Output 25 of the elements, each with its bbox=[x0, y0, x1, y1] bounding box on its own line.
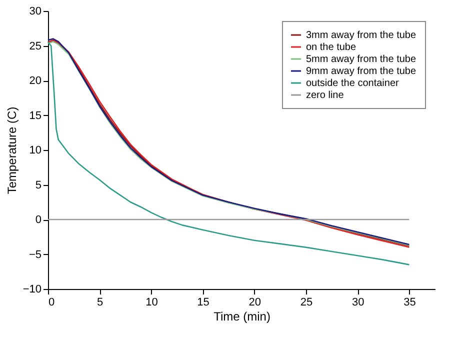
y-tick-label: 10 bbox=[29, 144, 42, 156]
y-axis-title: Temperature (C) bbox=[4, 106, 19, 194]
y-tick-label: −5 bbox=[28, 248, 42, 261]
legend-label: on the tube bbox=[306, 42, 356, 53]
x-tick-label: 30 bbox=[352, 296, 364, 308]
y-tick-label: −10 bbox=[22, 284, 42, 296]
legend-label: 9mm away from the tube bbox=[306, 66, 416, 77]
y-tick-label: 0 bbox=[35, 214, 42, 226]
x-tick-label: 15 bbox=[197, 296, 210, 308]
y-tick-label: 15 bbox=[29, 110, 42, 122]
y-tick-label: 25 bbox=[29, 40, 42, 52]
x-tick-label: 35 bbox=[404, 296, 416, 308]
legend-label: 3mm away from the tube bbox=[306, 30, 416, 41]
x-tick-label: 25 bbox=[300, 296, 313, 308]
legend-label: outside the container bbox=[306, 78, 400, 89]
legend-label: 5mm away from the tube bbox=[306, 54, 416, 65]
y-tick-label: 5 bbox=[35, 179, 42, 192]
legend-label: zero line bbox=[306, 90, 344, 101]
x-tick-label: 5 bbox=[97, 296, 104, 308]
x-tick-label: 10 bbox=[146, 296, 158, 308]
x-axis-title: Time (min) bbox=[214, 310, 270, 324]
x-tick-label: 0 bbox=[48, 296, 55, 308]
y-tick-label: 20 bbox=[29, 75, 42, 87]
y-tick-label: 30 bbox=[29, 6, 42, 18]
x-tick-label: 20 bbox=[248, 296, 262, 308]
